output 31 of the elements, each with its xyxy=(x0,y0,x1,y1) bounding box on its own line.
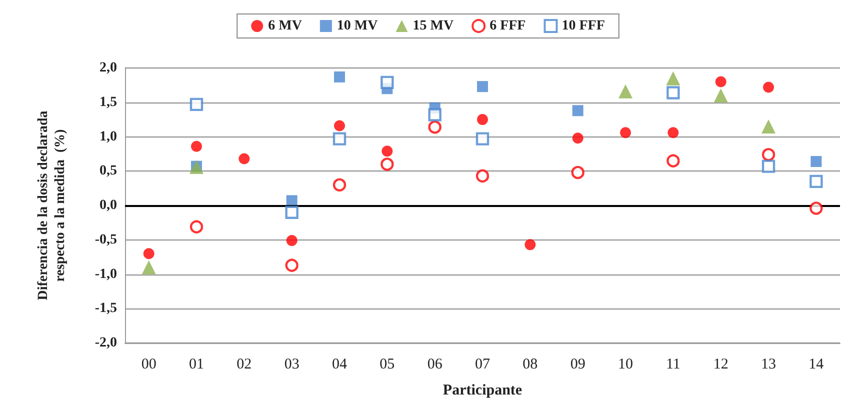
x-tick-label: 04 xyxy=(332,356,348,372)
legend-label: 6 MV xyxy=(268,18,302,34)
legend-label: 6 FFF xyxy=(490,18,526,34)
x-tick-label: 11 xyxy=(666,356,680,372)
x-tick-label: 05 xyxy=(380,356,395,372)
y-tick-label: 0,0 xyxy=(100,198,117,213)
y-tick-label: -2,0 xyxy=(94,336,117,350)
x-tick-label: 08 xyxy=(522,356,538,372)
x-axis-title: Participante xyxy=(442,382,522,398)
x-tick-label: 13 xyxy=(761,356,776,372)
x-tick-label: 09 xyxy=(570,356,586,372)
legend-label: 10 MV xyxy=(336,18,378,34)
x-tick-label: 01 xyxy=(189,356,204,372)
y-tick-label: -0,5 xyxy=(94,232,117,248)
x-tick-label: 00 xyxy=(141,356,156,372)
y-axis-title: Diferencia de la dosis declarada respecto a la medida (%) xyxy=(36,110,68,300)
y-tick-label: 2,0 xyxy=(100,60,117,76)
y-tick-label: 1,0 xyxy=(100,129,117,144)
legend-label: 15 MV xyxy=(412,18,454,34)
y-tick-label: 1,5 xyxy=(100,94,117,110)
x-tick-label: 02 xyxy=(236,356,252,372)
x-tick-label: 14 xyxy=(808,356,824,372)
y-tick-label: -1,0 xyxy=(94,266,117,282)
y-tick-label: -1,5 xyxy=(94,301,117,316)
x-tick-label: 12 xyxy=(713,356,728,372)
x-tick-label: 06 xyxy=(427,356,443,372)
x-tick-label: 03 xyxy=(284,356,300,372)
y-tick-label: 0,5 xyxy=(100,164,117,179)
x-tick-label: 10 xyxy=(618,356,633,372)
legend-label: 10 FFF xyxy=(562,18,605,34)
x-tick-label: 07 xyxy=(475,356,490,372)
